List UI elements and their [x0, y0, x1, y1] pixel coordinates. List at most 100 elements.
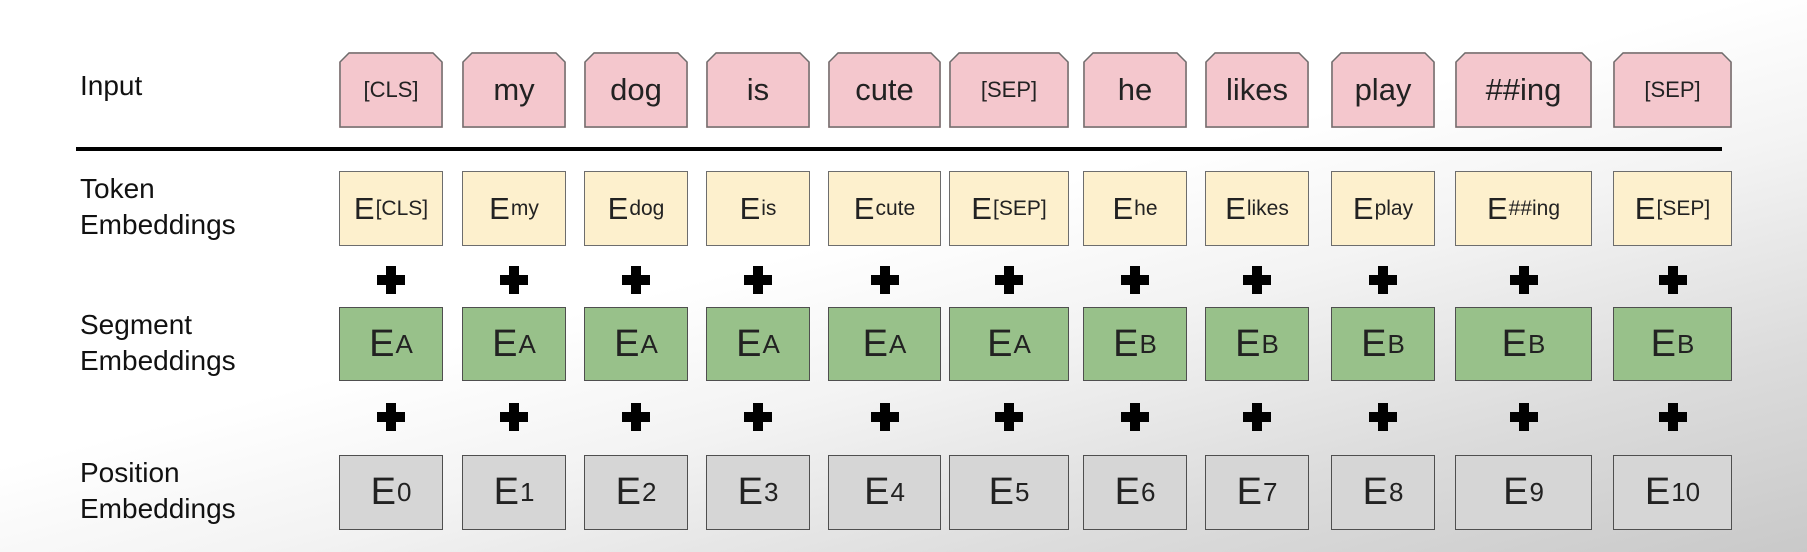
- token-embedding-base: E: [971, 190, 992, 226]
- input-token-10: [SEP]: [1613, 52, 1732, 128]
- token-embedding-base: E: [489, 190, 510, 226]
- position-embedding-subscript: 3: [763, 477, 779, 507]
- position-embedding-subscript: 4: [890, 477, 905, 507]
- plus-icon: [1369, 403, 1397, 431]
- position-embedding-base: E: [370, 471, 396, 513]
- position-embedding-base: E: [1236, 471, 1262, 513]
- plus-icon: [995, 403, 1023, 431]
- plus-icon: [1658, 403, 1687, 431]
- position-embedding-10: E 10: [1613, 455, 1732, 530]
- input-divider-line: [76, 147, 1722, 151]
- plus-icon: [744, 266, 772, 294]
- token-embedding-base: E: [1634, 190, 1656, 226]
- plus-icon: [1243, 266, 1271, 294]
- token-embedding-9: E ##ing: [1455, 171, 1592, 246]
- token-embedding-10: E [SEP]: [1613, 171, 1732, 246]
- row-label-segment-line1: Segment: [80, 309, 193, 340]
- plus-icon: [1509, 266, 1538, 294]
- input-token-text: ##ing: [1485, 72, 1562, 107]
- input-token-text: dog: [610, 72, 662, 107]
- input-token-text: likes: [1225, 72, 1288, 107]
- segment-embedding-subscript: A: [640, 328, 658, 359]
- row-label-input-line1: Input: [80, 70, 143, 101]
- plus-icon: [500, 403, 528, 431]
- row-label-position-line1: Position: [80, 457, 180, 488]
- token-embedding-base: E: [1112, 190, 1134, 226]
- input-token-0: [CLS]: [339, 52, 443, 128]
- segment-embedding-subscript: A: [1013, 328, 1031, 359]
- input-token-text: he: [1117, 72, 1153, 107]
- input-token-text: my: [493, 72, 535, 107]
- position-embedding-subscript: 9: [1529, 477, 1544, 507]
- input-token-1: my: [462, 52, 566, 128]
- input-token-5: [SEP]: [949, 52, 1069, 128]
- row-label-token-line2: Embeddings: [80, 209, 236, 240]
- input-token-9: ##ing: [1455, 52, 1592, 128]
- input-token-3: is: [706, 52, 810, 128]
- plus-icon: [744, 403, 772, 431]
- position-embedding-subscript: 7: [1262, 477, 1278, 507]
- token-embedding-base: E: [1225, 190, 1246, 226]
- token-embedding-5: E [SEP]: [949, 171, 1069, 246]
- segment-embedding-subscript: A: [889, 328, 907, 359]
- row-label-position-line2: Embeddings: [80, 493, 236, 524]
- input-token-text: [SEP]: [980, 77, 1038, 102]
- token-embedding-base: E: [607, 190, 629, 226]
- input-token-2: dog: [584, 52, 688, 128]
- plus-icon: [1121, 266, 1149, 294]
- position-embedding-subscript: 8: [1388, 477, 1404, 507]
- segment-embedding-subscript: B: [1677, 328, 1695, 359]
- token-embedding-base: E: [1486, 190, 1508, 226]
- token-embedding-subscript: he: [1134, 196, 1158, 220]
- position-embedding-subscript: 10: [1671, 477, 1701, 507]
- segment-embedding-base: E: [1361, 322, 1387, 365]
- position-embedding-base: E: [493, 471, 519, 513]
- token-embedding-subscript: my: [510, 196, 539, 220]
- input-token-text: is: [746, 72, 770, 107]
- segment-embedding-base: E: [862, 322, 888, 365]
- token-embedding-0: E [CLS]: [339, 171, 443, 246]
- segment-embedding-base: E: [1501, 322, 1527, 365]
- input-token-text: play: [1354, 72, 1412, 107]
- segment-embedding-base: E: [1650, 322, 1676, 365]
- segment-embedding-subscript: B: [1387, 328, 1405, 359]
- plus-icon: [1243, 403, 1271, 431]
- position-embedding-base: E: [988, 471, 1014, 513]
- plus-icon: [377, 266, 405, 294]
- token-embedding-subscript: ##ing: [1508, 196, 1561, 220]
- segment-embedding-subscript: A: [518, 328, 536, 359]
- token-embedding-subscript: likes: [1246, 196, 1289, 220]
- input-token-text: cute: [855, 72, 914, 107]
- token-embedding-subscript: play: [1374, 196, 1414, 220]
- input-token-text: [CLS]: [363, 77, 419, 102]
- segment-embedding-subscript: A: [395, 328, 413, 359]
- segment-embedding-subscript: B: [1139, 328, 1157, 359]
- token-embedding-base: E: [853, 190, 875, 226]
- plus-icon: [1369, 266, 1397, 294]
- segment-embedding-subscript: A: [762, 328, 780, 359]
- input-token-7: likes: [1205, 52, 1309, 128]
- token-embedding-base: E: [353, 190, 375, 226]
- plus-icon: [1658, 266, 1687, 294]
- plus-icon: [870, 403, 899, 431]
- plus-icon: [870, 266, 899, 294]
- segment-embedding-base: E: [1235, 322, 1261, 365]
- position-embedding-base: E: [864, 471, 890, 513]
- segment-embedding-base: E: [1113, 322, 1139, 365]
- position-embedding-base: E: [1114, 471, 1140, 513]
